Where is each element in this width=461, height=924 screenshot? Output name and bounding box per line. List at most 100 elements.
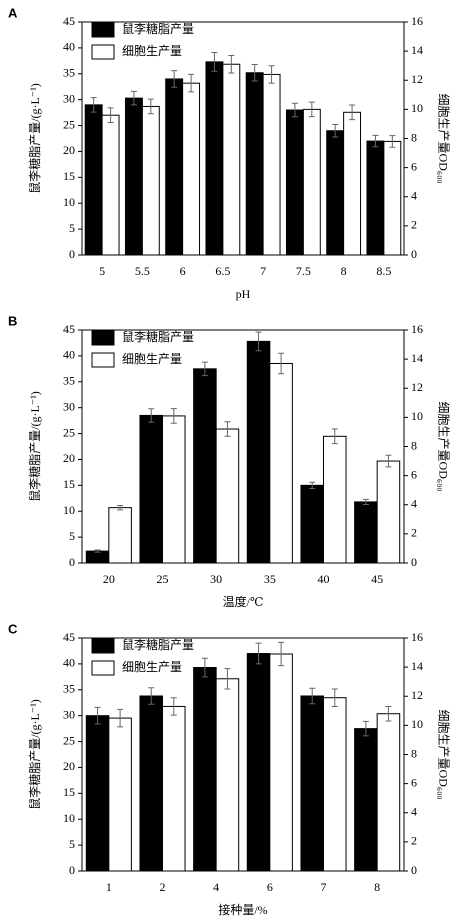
error-bar: [228, 54, 235, 74]
bar: [246, 340, 271, 564]
y2-tick-label: 14: [411, 351, 423, 365]
bar: [343, 111, 362, 256]
error-bar: [309, 687, 316, 705]
y-tick-label: 45: [63, 322, 75, 336]
error-bar: [170, 408, 177, 424]
x-tick-label: 8.5: [376, 264, 391, 278]
error-bar: [171, 70, 178, 88]
x-tick-label: 7: [260, 264, 266, 278]
y-axis-label: 鼠李糖脂产量/(g·L⁻¹): [27, 83, 42, 194]
bar: [193, 368, 217, 564]
legend-swatch: [91, 352, 115, 368]
y-tick-label: 30: [63, 399, 75, 413]
y-tick-label: 10: [63, 195, 75, 209]
error-bar: [201, 657, 208, 678]
y-tick-label: 45: [63, 630, 75, 644]
error-bar: [251, 63, 258, 82]
bar: [182, 82, 201, 256]
y-axis-label: 鼠李糖脂产量/(g·L⁻¹): [27, 699, 42, 810]
legend-swatch: [91, 330, 115, 346]
error-bar: [94, 549, 101, 553]
bar: [193, 667, 217, 872]
y2-axis-label: 细胞生产量OD₆₀₀: [436, 94, 450, 184]
error-bar: [211, 52, 218, 72]
bar: [124, 97, 143, 256]
error-bar: [331, 688, 338, 707]
y2-axis-label: 细胞生产量OD₆₀₀: [436, 402, 450, 492]
y-tick-label: 20: [63, 759, 75, 773]
x-tick-label: 30: [210, 572, 222, 586]
bar: [165, 78, 184, 256]
y2-tick-label: 14: [411, 43, 423, 57]
x-tick-label: 7.5: [296, 264, 311, 278]
error-bar: [255, 331, 262, 352]
legend-label: 细胞生产量: [122, 352, 182, 366]
bar: [376, 460, 401, 564]
y-tick-label: 35: [63, 66, 75, 80]
bar: [245, 72, 264, 256]
bar: [269, 362, 293, 564]
y2-tick-label: 8: [411, 746, 417, 760]
y-tick-label: 10: [63, 503, 75, 517]
y-tick-label: 15: [63, 477, 75, 491]
bar: [246, 653, 271, 872]
error-bar: [331, 428, 338, 445]
legend-label: 细胞生产量: [122, 660, 182, 674]
y2-tick-label: 6: [411, 775, 417, 789]
y-tick-label: 40: [63, 40, 75, 54]
legend-swatch: [91, 638, 115, 654]
bar: [285, 109, 304, 256]
y2-tick-label: 4: [411, 189, 417, 203]
error-bar: [117, 708, 124, 728]
bar: [85, 715, 110, 872]
y2-tick-label: 4: [411, 497, 417, 511]
bar: [366, 140, 385, 256]
y2-tick-label: 12: [411, 72, 423, 86]
bar: [383, 140, 402, 256]
error-bar: [372, 134, 379, 148]
y2-tick-label: 12: [411, 380, 423, 394]
error-bar: [389, 135, 396, 148]
x-tick-label: 25: [157, 572, 169, 586]
x-tick-label: 45: [371, 572, 383, 586]
y-tick-label: 45: [63, 14, 75, 28]
error-bar: [362, 498, 369, 505]
error-bar: [385, 705, 392, 722]
x-tick-label: 20: [103, 572, 115, 586]
legend-swatch: [91, 22, 115, 38]
bar: [85, 550, 110, 564]
bar: [162, 415, 186, 564]
x-tick-label: 4: [213, 880, 219, 894]
error-bar: [224, 421, 231, 437]
bar: [215, 678, 240, 872]
error-bar: [309, 481, 316, 489]
y-tick-label: 40: [63, 348, 75, 362]
y-tick-label: 10: [63, 811, 75, 825]
bar: [323, 435, 347, 564]
bar: [222, 63, 241, 256]
y2-tick-label: 6: [411, 467, 417, 481]
y-axis-label: 鼠李糖脂产量/(g·L⁻¹): [27, 391, 42, 502]
y2-tick-label: 10: [411, 409, 423, 423]
bar: [205, 61, 224, 256]
bar: [108, 507, 132, 564]
bar: [141, 105, 160, 256]
y2-tick-label: 16: [411, 322, 423, 336]
panel-label: C: [8, 621, 18, 636]
bar: [84, 104, 103, 256]
error-bar: [308, 101, 315, 118]
error-bar: [268, 65, 275, 84]
bar: [354, 501, 378, 564]
bar: [354, 728, 378, 872]
y2-tick-label: 6: [411, 159, 417, 173]
legend-swatch: [91, 660, 115, 676]
y-tick-label: 15: [63, 785, 75, 799]
y-tick-label: 5: [69, 529, 75, 543]
error-bar: [255, 642, 262, 665]
y-tick-label: 30: [63, 707, 75, 721]
x-tick-label: 35: [264, 572, 276, 586]
legend-label: 鼠李糖脂产量: [122, 21, 194, 36]
y2-tick-label: 8: [411, 130, 417, 144]
error-bar: [385, 454, 392, 468]
